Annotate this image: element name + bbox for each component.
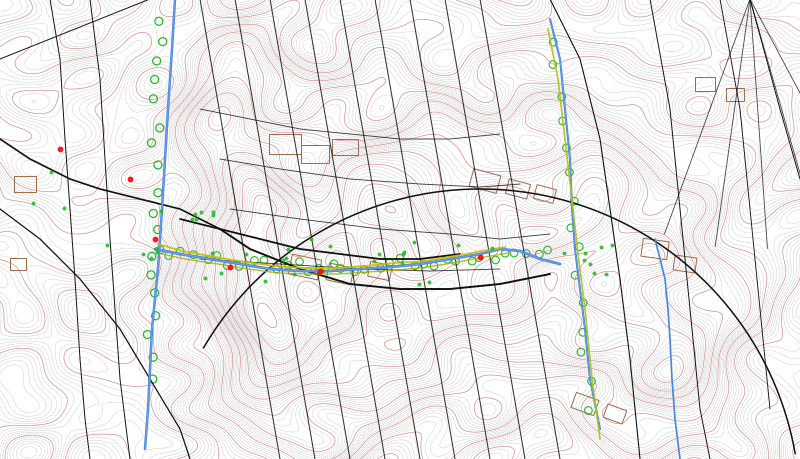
Bar: [326, 263, 354, 285]
Bar: [726, 88, 744, 101]
Point: [407, 239, 420, 246]
Point: [206, 208, 219, 216]
Point: [280, 255, 293, 263]
Point: [276, 257, 289, 264]
Point: [58, 205, 70, 213]
Point: [422, 279, 435, 286]
Point: [451, 242, 464, 249]
Point: [215, 270, 228, 277]
Point: [240, 251, 253, 258]
Point: [324, 242, 337, 250]
Bar: [469, 169, 501, 194]
Bar: [368, 262, 392, 281]
Bar: [534, 185, 557, 204]
Point: [367, 258, 380, 265]
Point: [186, 216, 199, 224]
Bar: [641, 239, 669, 260]
Point: [206, 250, 218, 257]
Point: [305, 236, 318, 244]
Point: [288, 271, 301, 279]
Point: [149, 236, 162, 243]
Point: [258, 277, 271, 285]
Point: [150, 246, 162, 253]
Point: [194, 209, 207, 217]
Point: [474, 254, 486, 261]
Bar: [673, 256, 697, 274]
Bar: [695, 78, 715, 92]
Bar: [14, 177, 36, 193]
Bar: [10, 258, 26, 270]
Point: [588, 270, 601, 277]
Point: [123, 176, 136, 183]
Point: [223, 264, 237, 271]
Point: [395, 260, 408, 267]
Bar: [506, 179, 530, 200]
Bar: [603, 404, 626, 424]
Point: [486, 245, 499, 252]
Point: [282, 245, 294, 252]
Bar: [288, 255, 322, 280]
Point: [314, 268, 326, 275]
Point: [599, 271, 612, 278]
Point: [155, 208, 168, 216]
Point: [578, 250, 591, 257]
Point: [45, 169, 58, 177]
Point: [26, 200, 39, 207]
Bar: [301, 146, 329, 164]
Point: [398, 249, 410, 256]
Point: [150, 249, 163, 256]
Bar: [571, 392, 599, 416]
Point: [396, 251, 409, 258]
Bar: [269, 134, 301, 155]
Bar: [332, 140, 358, 156]
Point: [578, 257, 591, 264]
Point: [137, 250, 150, 257]
Point: [144, 255, 157, 263]
Point: [189, 211, 202, 218]
Point: [101, 242, 114, 249]
Point: [190, 216, 203, 224]
Point: [606, 242, 619, 249]
Point: [373, 251, 386, 258]
Point: [206, 212, 219, 219]
Point: [558, 250, 570, 257]
Point: [594, 243, 607, 251]
Point: [584, 260, 597, 268]
Point: [317, 268, 330, 275]
Point: [198, 274, 211, 282]
Point: [413, 281, 426, 288]
Point: [54, 146, 66, 153]
